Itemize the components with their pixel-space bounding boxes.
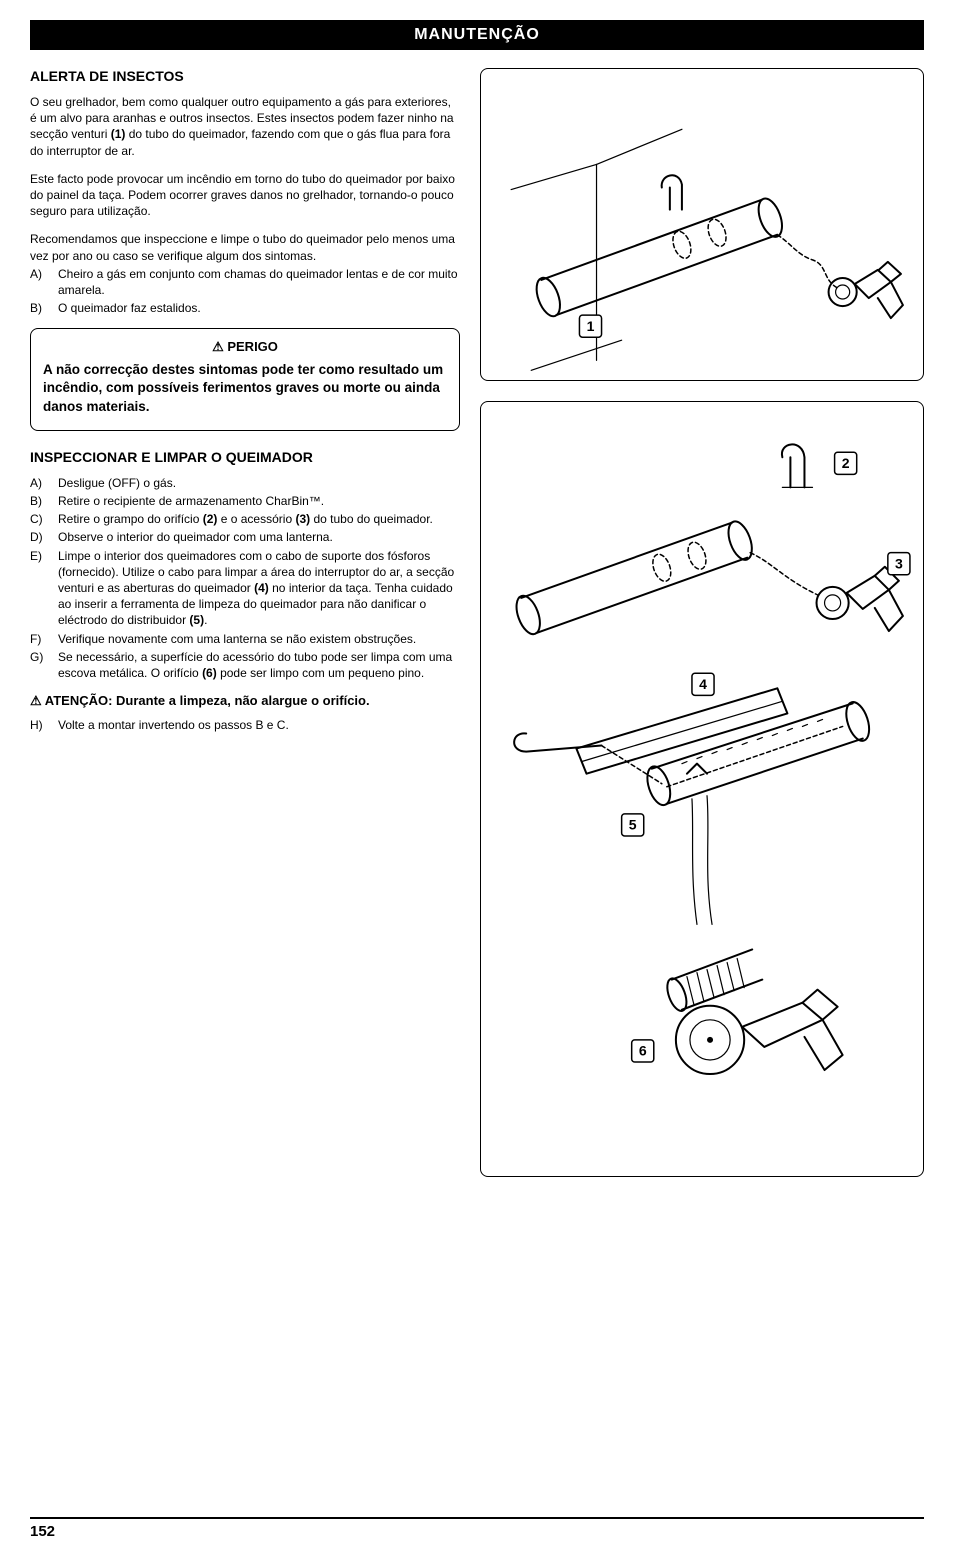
list-item: A)Desligue (OFF) o gás.	[30, 475, 460, 491]
diagram-top-svg: 1	[481, 69, 923, 380]
marker: A)	[30, 266, 58, 298]
item-text: Desligue (OFF) o gás.	[58, 475, 460, 491]
right-column: 1	[480, 68, 924, 1177]
marker: B)	[30, 493, 58, 509]
list-item: D)Observe o interior do queimador com um…	[30, 529, 460, 545]
diagram-bottom: 2 3	[480, 401, 924, 1177]
item-text: Retire o recipiente de armazenamento Cha…	[58, 493, 460, 509]
page-footer: 152	[30, 1517, 924, 1540]
list-item: F)Verifique novamente com uma lanterna s…	[30, 631, 460, 647]
callout-6: 6	[639, 1043, 647, 1059]
callout-1: 1	[587, 318, 595, 334]
diagram-top: 1	[480, 68, 924, 381]
list-item: B)O queimador faz estalidos.	[30, 300, 460, 316]
list-item: E)Limpe o interior dos queimadores com o…	[30, 548, 460, 629]
marker: A)	[30, 475, 58, 491]
callout-5: 5	[629, 817, 637, 833]
marker: H)	[30, 717, 58, 733]
item-text: Verifique novamente com uma lanterna se …	[58, 631, 460, 647]
danger-box: ⚠ PERIGO A não correcção destes sintomas…	[30, 328, 460, 431]
marker: D)	[30, 529, 58, 545]
section2-heading: INSPECCIONAR E LIMPAR O QUEIMADOR	[30, 449, 460, 465]
list-item: B)Retire o recipiente de armazenamento C…	[30, 493, 460, 509]
diagram-bottom-svg: 2 3	[481, 402, 923, 1176]
section1-p1: O seu grelhador, bem como qualquer outro…	[30, 94, 460, 159]
item-text: O queimador faz estalidos.	[58, 300, 460, 316]
marker: G)	[30, 649, 58, 681]
item-text: Retire o grampo do orifício (2) e o aces…	[58, 511, 460, 527]
callout-3: 3	[895, 556, 903, 572]
marker: F)	[30, 631, 58, 647]
left-column: ALERTA DE INSECTOS O seu grelhador, bem …	[30, 68, 460, 745]
section2-list: A)Desligue (OFF) o gás. B)Retire o recip…	[30, 475, 460, 681]
item-text: Se necessário, a superfície do acessório…	[58, 649, 460, 681]
page-header: MANUTENÇÃO	[30, 20, 924, 50]
section2-list-h: H)Volte a montar invertendo os passos B …	[30, 717, 460, 733]
item-text: Observe o interior do queimador com uma …	[58, 529, 460, 545]
list-item: G)Se necessário, a superfície do acessór…	[30, 649, 460, 681]
p1-bold: (1)	[111, 127, 126, 141]
callout-2: 2	[842, 455, 850, 471]
item-text: Cheiro a gás em conjunto com chamas do q…	[58, 266, 460, 298]
section1-list: A)Cheiro a gás em conjunto com chamas do…	[30, 266, 460, 317]
page-number: 152	[30, 1523, 55, 1540]
marker: E)	[30, 548, 58, 629]
section1-p3: Recomendamos que inspeccione e limpe o t…	[30, 231, 460, 263]
marker: C)	[30, 511, 58, 527]
list-item: A)Cheiro a gás em conjunto com chamas do…	[30, 266, 460, 298]
danger-title: ⚠ PERIGO	[43, 339, 447, 355]
item-text: Volte a montar invertendo os passos B e …	[58, 717, 460, 733]
list-item: H)Volte a montar invertendo os passos B …	[30, 717, 460, 733]
section1-heading: ALERTA DE INSECTOS	[30, 68, 460, 84]
marker: B)	[30, 300, 58, 316]
list-item: C)Retire o grampo do orifício (2) e o ac…	[30, 511, 460, 527]
danger-body: A não correcção destes sintomas pode ter…	[43, 361, 447, 416]
item-text: Limpe o interior dos queimadores com o c…	[58, 548, 460, 629]
callout-4: 4	[699, 676, 707, 692]
section1-p2: Este facto pode provocar um incêndio em …	[30, 171, 460, 220]
warning-line: ⚠ ATENÇÃO: Durante a limpeza, não alargu…	[30, 693, 460, 709]
content: ALERTA DE INSECTOS O seu grelhador, bem …	[30, 68, 924, 1177]
